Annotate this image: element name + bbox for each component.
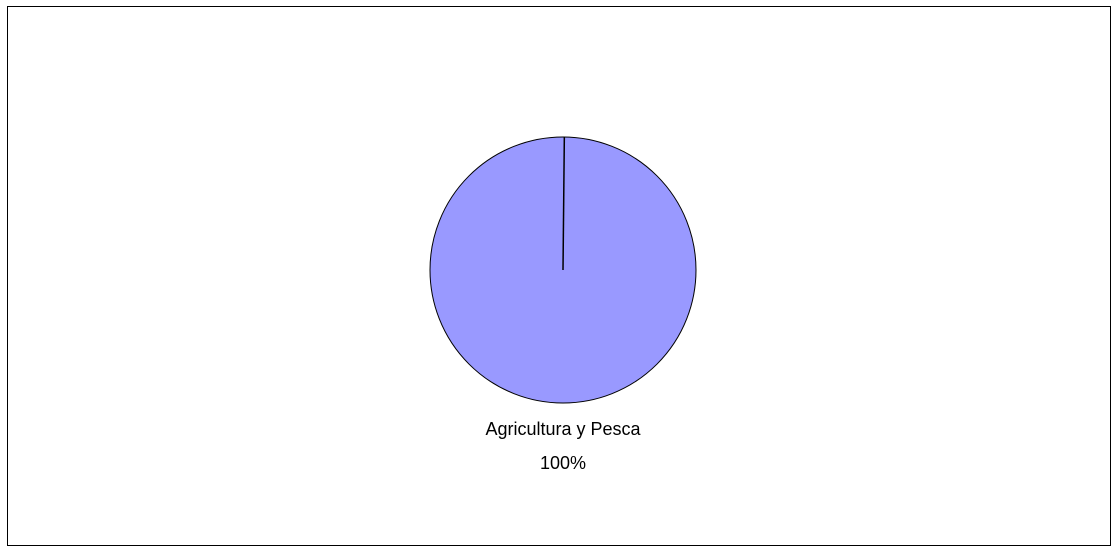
chart-frame: Agricultura y Pesca 100% [7, 6, 1111, 546]
slice-label-percent: 100% [540, 453, 586, 473]
pie-slices [429, 136, 697, 404]
pie-slice-seam [562, 136, 566, 271]
pie-chart: Agricultura y Pesca 100% [429, 136, 697, 473]
slice-label-category: Agricultura y Pesca [485, 419, 641, 439]
